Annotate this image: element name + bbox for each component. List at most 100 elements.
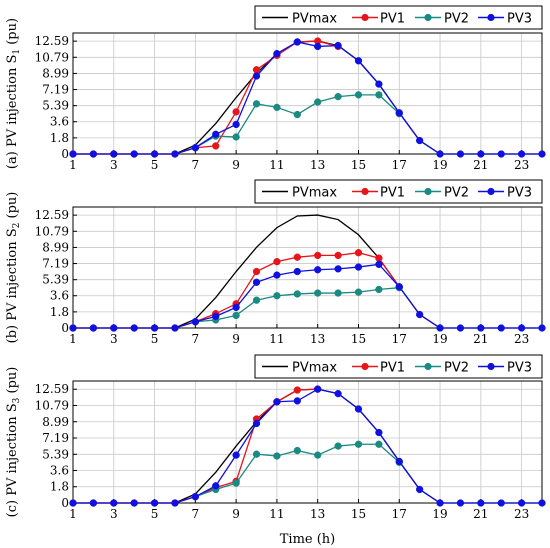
data-point [252,267,261,276]
legend: PVmax PV1 PV2 PV3 [254,354,543,379]
x-tick-label: 7 [192,507,200,521]
x-axis-label: Time (h) [280,532,336,547]
data-point [334,92,342,101]
data-point [252,296,261,304]
x-tick-label: 23 [514,332,529,346]
legend-box [254,179,543,204]
x-tick-label: 9 [232,332,240,346]
data-point [273,258,281,266]
y-axis-label: (c) PV injection S3 (pu) [5,367,22,518]
x-tick-label: 21 [473,507,488,521]
data-point [191,144,199,152]
y-tick-label: 8.99 [42,240,69,254]
data-point [314,289,322,297]
legend: PVmax PV1 PV2 PV3 [254,5,543,30]
y-tick-label: 3.6 [50,289,69,303]
series-line [73,388,542,504]
x-tick-label: 7 [192,158,200,172]
legend-marker [487,362,495,371]
data-point [252,278,261,286]
x-tick-label: 9 [232,507,240,521]
legend-label: PV1 [380,361,405,376]
x-tick-label: 13 [310,158,325,172]
data-point [517,150,526,158]
legend-marker [424,13,432,22]
data-point [89,499,98,507]
data-point [293,397,301,405]
series-line [73,388,542,504]
y-tick-label: 3.6 [50,115,69,129]
data-point [375,260,383,269]
x-tick-label: 9 [232,158,240,172]
data-point [354,405,363,413]
x-tick-label: 3 [110,158,118,172]
data-point [314,385,322,393]
data-point [89,150,98,158]
data-point [354,91,363,99]
series-pv1 [69,37,342,158]
data-point [354,263,363,271]
legend-marker [361,187,369,196]
data-point [69,499,77,507]
data-point [416,485,424,494]
data-point [477,324,485,332]
data-point [416,136,424,145]
data-point [314,251,322,260]
data-point [232,479,240,487]
y-axis-label: (b) PV injection S2 (pu) [5,192,22,344]
legend-label: PVmax [292,186,337,201]
series-pv2 [191,91,403,152]
data-point [171,499,179,507]
series-pvmax [73,388,542,504]
data-point [252,66,261,74]
data-point [110,150,118,158]
series-line [73,263,542,329]
legend-marker [487,13,495,22]
x-tick-label: 19 [432,507,447,521]
data-point [293,253,301,261]
legend-box [254,5,543,30]
data-point [171,324,179,332]
data-point [477,499,485,507]
data-point [354,288,363,296]
data-point [456,324,465,332]
data-point [191,493,199,501]
data-point [89,324,98,332]
plot-frame [72,206,543,329]
data-point [273,452,281,460]
y-tick-label: 0 [61,147,69,161]
legend-label: PV2 [444,361,469,376]
data-point [517,324,526,332]
legend-label: PV1 [380,12,405,27]
series-line [195,94,400,149]
data-point [334,41,342,50]
panel-1: 1 3 5 7 9 11 13 15 17 19 21 2301.83.65.397.198.9910… [5,5,546,172]
data-point [232,120,240,129]
data-point [436,324,444,332]
data-point [110,499,118,507]
data-point [252,419,261,428]
data-point [375,80,383,88]
data-point [314,451,322,459]
data-point [456,499,465,507]
x-tick-label: 23 [514,158,529,172]
x-tick-label: 17 [392,158,407,172]
data-point [69,150,77,158]
legend-label: PV3 [507,186,532,201]
data-point [232,133,240,141]
data-point [273,398,281,406]
data-point [232,451,240,459]
data-point [354,249,363,257]
x-tick-label: 3 [110,332,118,346]
data-point [252,100,261,108]
x-tick-label: 19 [432,158,447,172]
data-point [130,499,138,507]
x-tick-label: 21 [473,158,488,172]
data-point [212,142,220,150]
legend-label: PV1 [380,186,405,201]
legend-marker [361,362,369,371]
data-point [436,150,444,158]
y-tick-label: 5.39 [42,447,69,461]
data-point [334,251,342,260]
